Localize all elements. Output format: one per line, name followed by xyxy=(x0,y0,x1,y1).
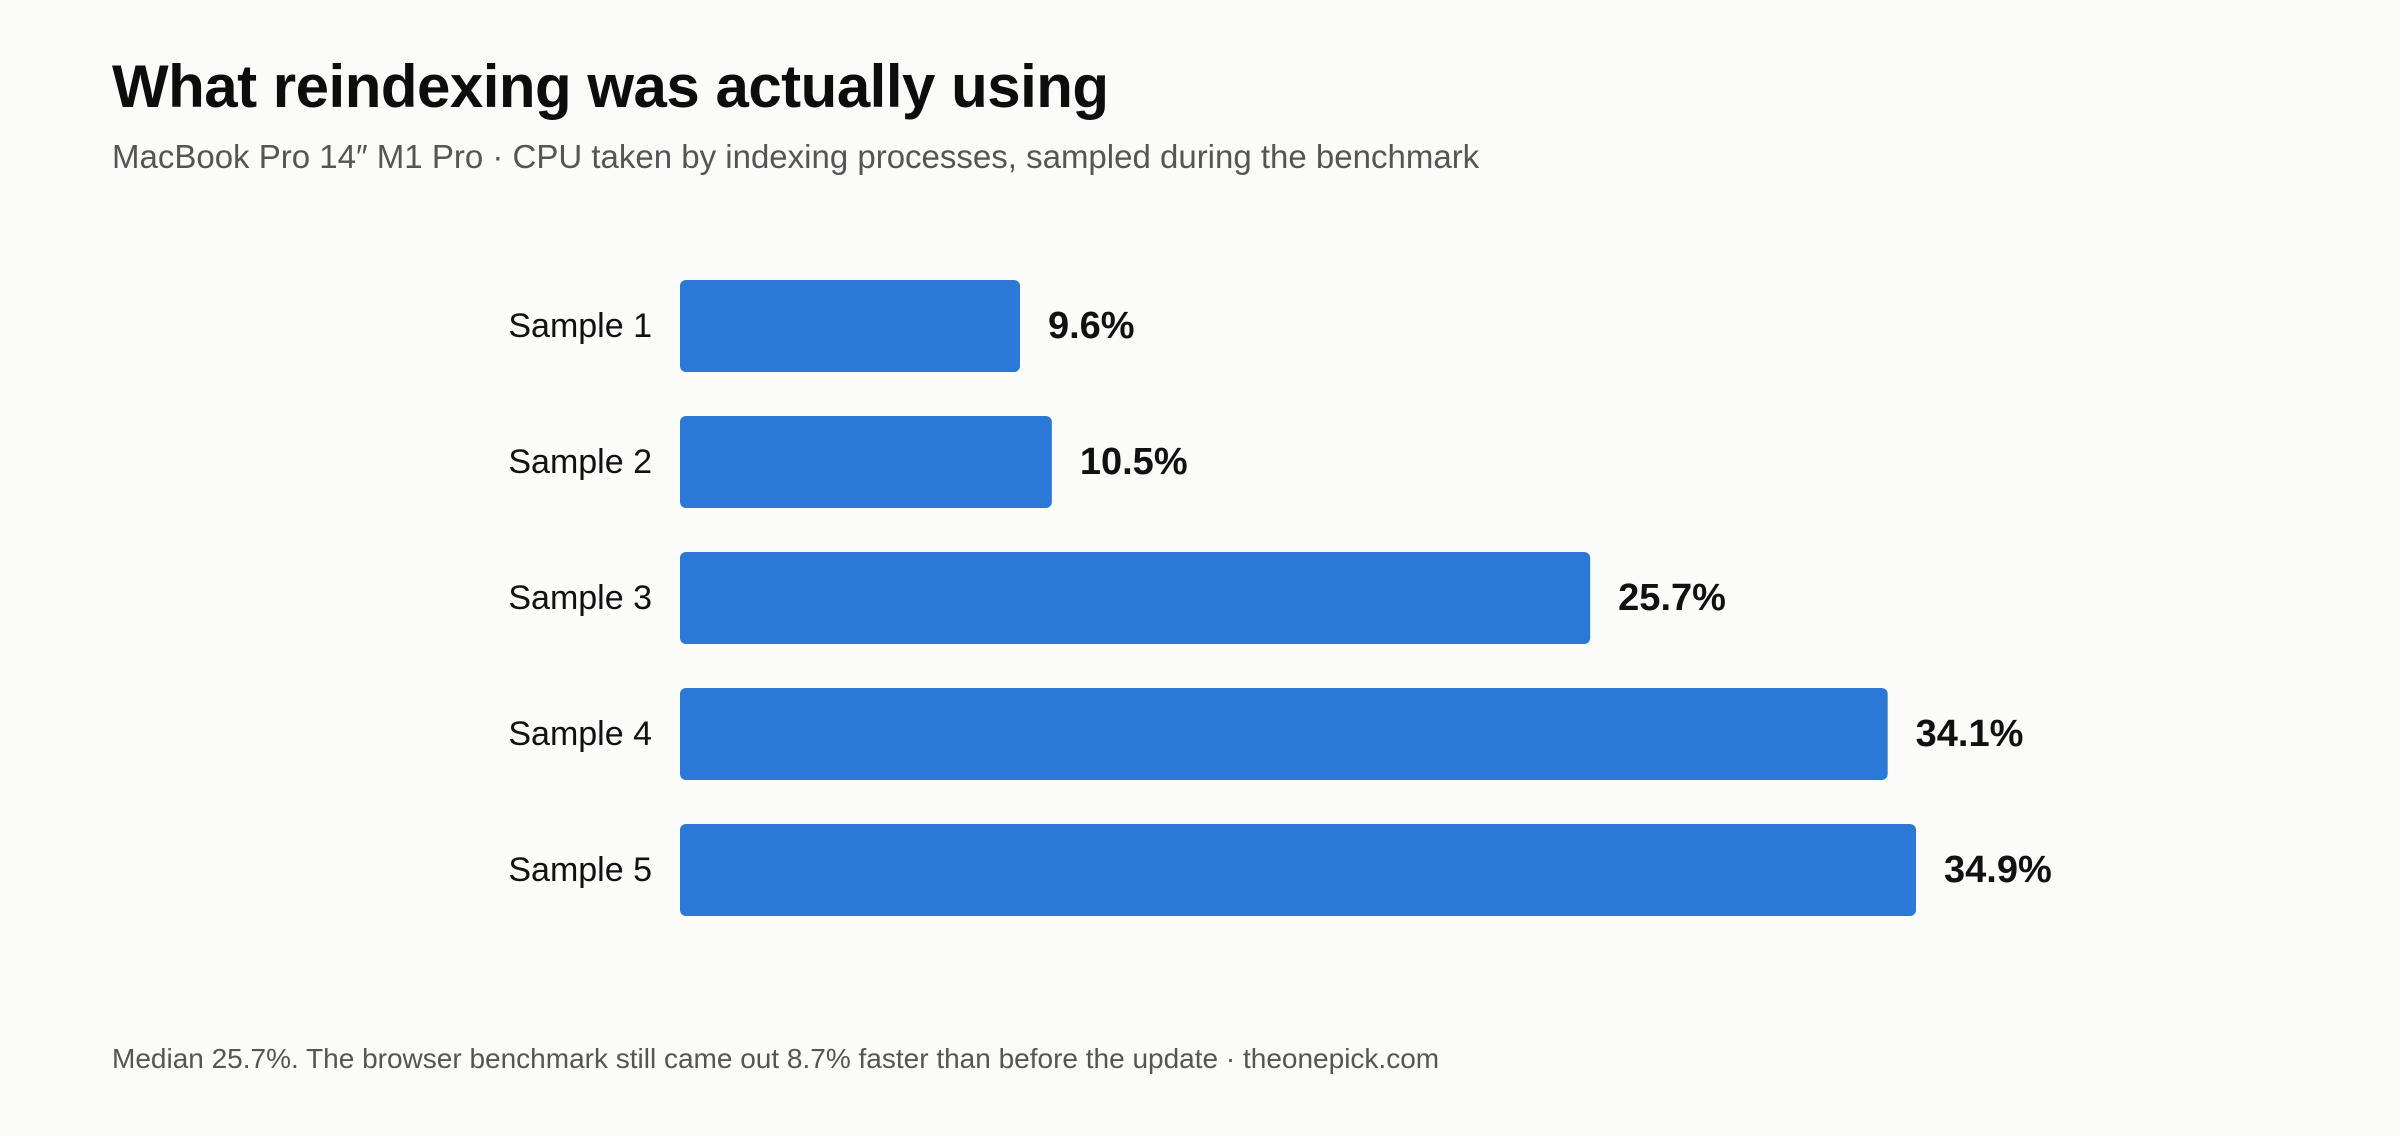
bar-value-label: 34.1% xyxy=(1916,713,2024,755)
bar xyxy=(680,552,1591,644)
bar-value-label: 25.7% xyxy=(1618,577,1726,619)
category-label: Sample 5 xyxy=(508,851,652,889)
bar-value-label: 34.9% xyxy=(1944,849,2052,891)
bars-layer: Sample 1 9.6% Sample 2 10.5% Sample 3 25.7% Sa… xyxy=(508,280,2052,916)
bar-value-label: 9.6% xyxy=(1048,305,1135,347)
bar xyxy=(680,688,1888,780)
chart-footer-note: Median 25.7%. The browser benchmark stil… xyxy=(112,1043,1440,1074)
chart-title: What reindexing was actually using xyxy=(112,53,1109,120)
category-label: Sample 1 xyxy=(508,307,652,345)
category-label: Sample 3 xyxy=(508,579,652,617)
bar xyxy=(680,824,1916,916)
bar xyxy=(680,416,1052,508)
bar xyxy=(680,280,1020,372)
chart-subtitle: MacBook Pro 14″ M1 Pro · CPU taken by in… xyxy=(112,138,1480,175)
category-label: Sample 4 xyxy=(508,715,652,753)
category-label: Sample 2 xyxy=(508,443,652,481)
bar-value-label: 10.5% xyxy=(1080,441,1188,483)
